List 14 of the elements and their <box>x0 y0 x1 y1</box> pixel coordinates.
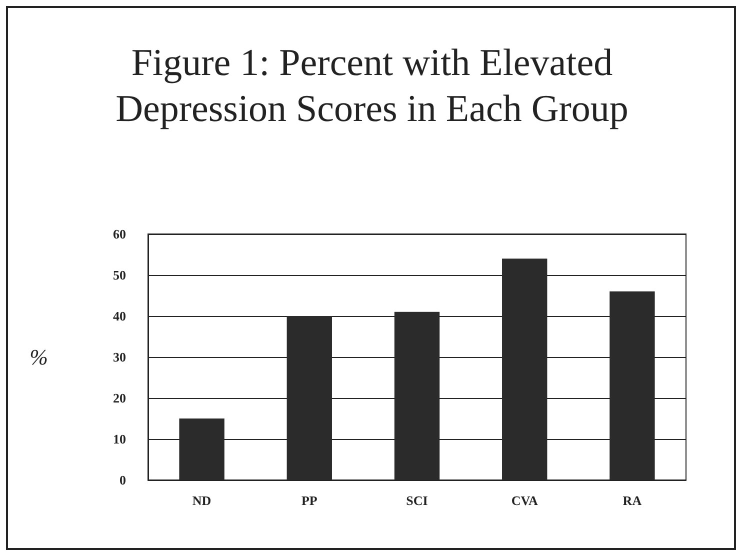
x-tick-label: PP <box>301 493 318 508</box>
y-axis-title: % <box>30 344 48 370</box>
y-tick-label: 60 <box>113 226 126 242</box>
y-tick-label: 0 <box>120 472 126 488</box>
y-tick-label: 20 <box>113 390 126 406</box>
y-tick-label: 10 <box>113 432 126 446</box>
y-tick-label: 50 <box>113 268 126 282</box>
chart-title: Figure 1: Percent with Elevated Depression Scores in Each Group <box>114 41 630 132</box>
x-tick-label: ND <box>192 493 212 508</box>
x-tick-label: RA <box>622 493 642 508</box>
y-tick-label: 30 <box>113 350 126 364</box>
y-tick-label: 40 <box>113 308 126 324</box>
x-tick-label: CVA <box>511 493 538 508</box>
x-tick-label: SCI <box>406 493 428 508</box>
